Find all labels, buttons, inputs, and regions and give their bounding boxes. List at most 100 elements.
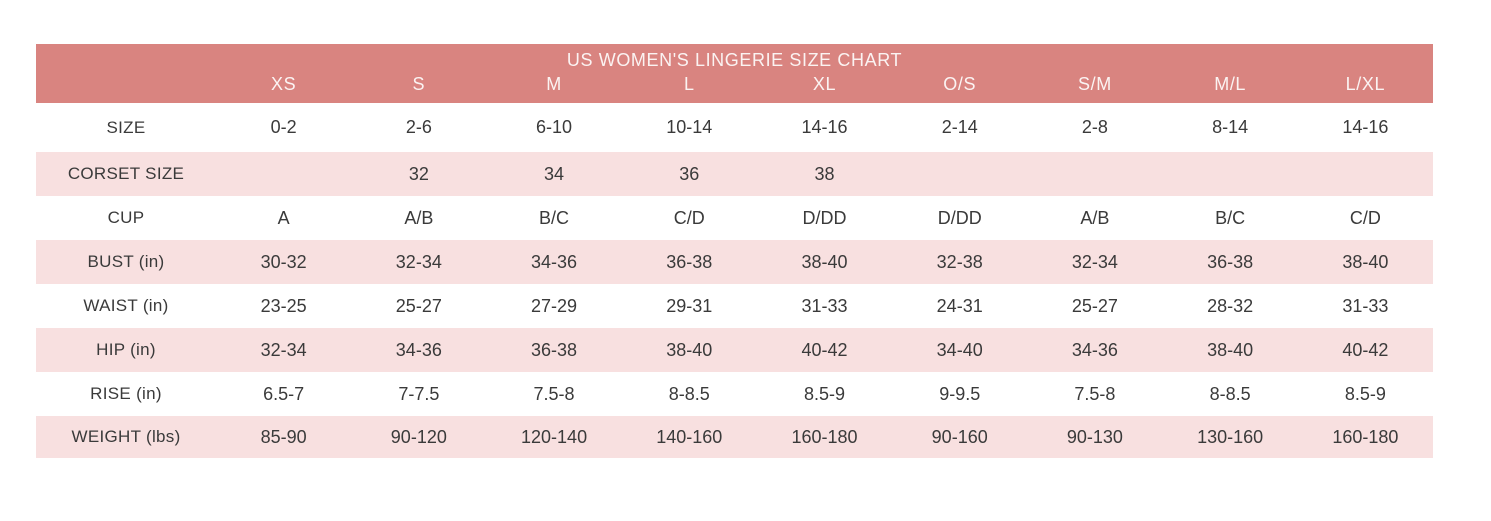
- size-cell: 90-120: [390, 426, 447, 447]
- size-cell: 31-33: [1342, 295, 1389, 316]
- size-cell: 24-31: [936, 295, 983, 316]
- size-cell: 14-16: [801, 117, 848, 137]
- size-cell: 36: [679, 163, 700, 184]
- size-cell: 34: [544, 163, 565, 184]
- table-row: CUP A A/B B/C C/D D/DD D/DD A/B B/C C/D: [36, 196, 1433, 240]
- size-cell: A: [277, 207, 290, 228]
- size-cell: 10-14: [666, 117, 713, 137]
- size-cell: 29-31: [666, 295, 713, 316]
- size-cell: 40-42: [1342, 339, 1389, 360]
- size-cell: 8.5-9: [803, 383, 845, 404]
- title-row: US WOMEN'S LINGERIE SIZE CHART: [36, 44, 1433, 71]
- table-row: CORSET SIZE 32 34 36 38: [36, 152, 1433, 196]
- row-label: HIP (in): [96, 340, 156, 359]
- column-header-xl: XL: [756, 71, 893, 103]
- size-cell: 0-2: [270, 117, 297, 137]
- column-header-os: O/S: [892, 71, 1028, 103]
- size-cell: 27-29: [531, 295, 578, 316]
- size-cell: 2-14: [941, 117, 978, 137]
- size-cell: 32-34: [260, 339, 307, 360]
- size-cell: 8-8.5: [668, 383, 710, 404]
- row-label: CORSET SIZE: [67, 164, 185, 183]
- column-header-row: XS S M L XL O/S S/M M/L L/XL: [36, 71, 1433, 103]
- size-cell: 38-40: [801, 251, 848, 272]
- table-row: WEIGHT (lbs) 85-90 90-120 120-140 140-160 160…: [36, 416, 1433, 458]
- column-header-sm: S/M: [1027, 71, 1163, 103]
- size-cell: 32: [408, 163, 429, 184]
- size-cell: 7-7.5: [398, 383, 440, 404]
- size-cell: [1298, 152, 1433, 196]
- row-label: BUST (in): [87, 252, 165, 271]
- size-cell: 8.5-9: [1344, 383, 1386, 404]
- size-cell: 85-90: [260, 426, 307, 447]
- size-cell: 34-40: [936, 339, 983, 360]
- size-cell: C/D: [673, 207, 705, 228]
- size-cell: 36-38: [531, 339, 578, 360]
- size-cell: 34-36: [1071, 339, 1118, 360]
- table-row: HIP (in) 32-34 34-36 36-38 38-40 40-42 34-40 34…: [36, 328, 1433, 372]
- size-cell: D/DD: [802, 207, 847, 228]
- size-cell: 34-36: [531, 251, 578, 272]
- size-cell: [216, 152, 351, 196]
- size-cell: 120-140: [521, 426, 588, 447]
- size-cell: 25-27: [1071, 295, 1118, 316]
- size-cell: 90-160: [931, 426, 988, 447]
- size-cell: 25-27: [395, 295, 442, 316]
- size-cell: [892, 152, 1027, 196]
- size-cell: A/B: [404, 207, 434, 228]
- size-cell: 28-32: [1207, 295, 1254, 316]
- size-cell: D/DD: [937, 207, 982, 228]
- column-header-m: M: [486, 71, 622, 103]
- table-row: BUST (in) 30-32 32-34 34-36 36-38 38-40 32-38 3…: [36, 240, 1433, 284]
- size-cell: 8-14: [1212, 117, 1249, 137]
- size-cell: 38-40: [1342, 251, 1389, 272]
- size-cell: 7.5-8: [1074, 383, 1116, 404]
- size-cell: 34-36: [395, 339, 442, 360]
- size-cell: 7.5-8: [533, 383, 575, 404]
- size-chart: US WOMEN'S LINGERIE SIZE CHART XS S M L …: [36, 44, 1433, 458]
- size-cell: 90-130: [1066, 426, 1123, 447]
- page-title: US WOMEN'S LINGERIE SIZE CHART: [36, 44, 1433, 71]
- size-cell: [1027, 152, 1162, 196]
- size-cell: 40-42: [801, 339, 848, 360]
- size-cell: 6-10: [536, 117, 573, 137]
- size-table: US WOMEN'S LINGERIE SIZE CHART XS S M L …: [36, 44, 1433, 458]
- table-row: WAIST (in) 23-25 25-27 27-29 29-31 31-33 24-31…: [36, 284, 1433, 328]
- size-cell: 2-8: [1081, 117, 1108, 137]
- size-cell: 2-6: [405, 117, 432, 137]
- column-header-xs: XS: [216, 71, 352, 103]
- size-cell: 38: [814, 163, 835, 184]
- size-table-body: SIZE 0-2 2-6 6-10 10-14 14-16 2-14 2-8 8-14 14-16…: [36, 103, 1433, 458]
- row-label: SIZE: [106, 117, 146, 137]
- column-header-empty: [36, 71, 216, 103]
- size-cell: B/C: [539, 207, 570, 228]
- size-cell: C/D: [1349, 207, 1381, 228]
- size-cell: A/B: [1080, 207, 1110, 228]
- size-cell: 6.5-7: [263, 383, 305, 404]
- row-label: WAIST (in): [83, 296, 169, 315]
- size-cell: 23-25: [260, 295, 307, 316]
- column-header-ml: M/L: [1162, 71, 1298, 103]
- table-row: RISE (in) 6.5-7 7-7.5 7.5-8 8-8.5 8.5-9 9-9.5 7…: [36, 372, 1433, 416]
- size-cell: 36-38: [666, 251, 713, 272]
- size-cell: 36-38: [1207, 251, 1254, 272]
- size-cell: 32-34: [395, 251, 442, 272]
- size-cell: 9-9.5: [939, 383, 981, 404]
- column-header-s: S: [351, 71, 487, 103]
- size-cell: 38-40: [666, 339, 713, 360]
- size-table-header: US WOMEN'S LINGERIE SIZE CHART XS S M L …: [36, 44, 1433, 103]
- size-cell: 32-38: [936, 251, 983, 272]
- size-cell: 14-16: [1342, 117, 1389, 137]
- row-label: WEIGHT (lbs): [71, 427, 181, 446]
- size-cell: 8-8.5: [1209, 383, 1251, 404]
- size-cell: [1163, 152, 1298, 196]
- size-cell: 140-160: [656, 426, 723, 447]
- table-row: SIZE 0-2 2-6 6-10 10-14 14-16 2-14 2-8 8-14 14-16: [36, 103, 1433, 152]
- size-cell: 31-33: [801, 295, 848, 316]
- size-cell: 38-40: [1207, 339, 1254, 360]
- size-cell: 30-32: [260, 251, 307, 272]
- row-label: CUP: [107, 208, 145, 227]
- column-header-l: L: [621, 71, 757, 103]
- column-header-lxl: L/XL: [1297, 71, 1433, 103]
- size-cell: B/C: [1215, 207, 1246, 228]
